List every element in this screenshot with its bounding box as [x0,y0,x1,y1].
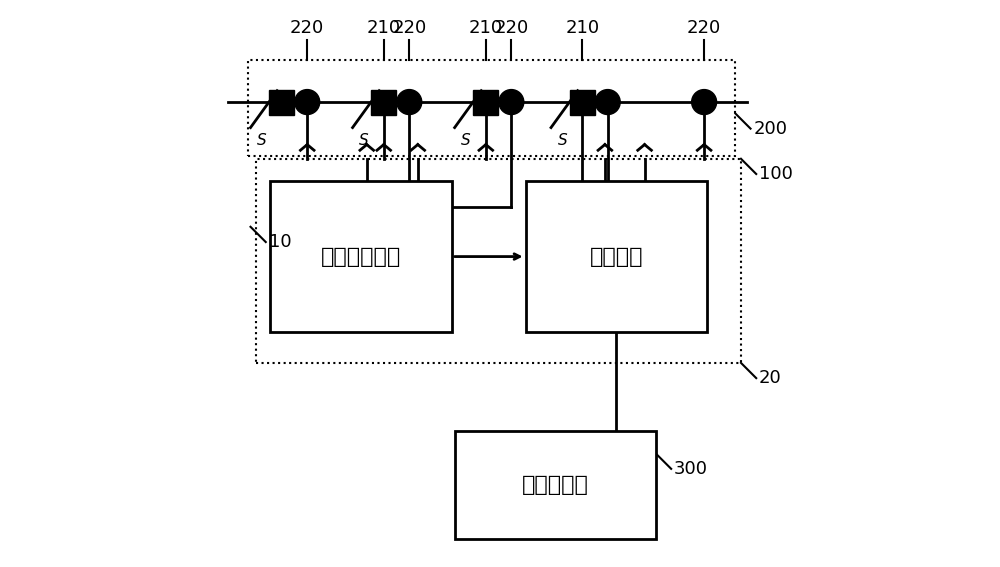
Text: S: S [359,133,369,148]
Circle shape [692,90,717,115]
Text: 210: 210 [367,19,401,37]
Bar [269,90,294,115]
Circle shape [595,90,620,115]
Bar [270,181,452,332]
Text: 信号发生单元: 信号发生单元 [321,247,401,266]
Bar [256,159,741,363]
Circle shape [295,90,320,115]
Text: 220: 220 [687,19,721,37]
Text: 210: 210 [565,19,599,37]
Bar [570,90,595,115]
Bar [455,431,656,539]
Text: 电梯控制器: 电梯控制器 [522,475,589,495]
Text: 210: 210 [469,19,503,37]
Text: 10: 10 [269,233,291,251]
Text: 220: 220 [392,19,426,37]
Text: 控制单元: 控制单元 [589,247,643,266]
Bar [526,181,707,332]
Text: 220: 220 [290,19,324,37]
Text: S: S [558,133,567,148]
Text: 220: 220 [494,19,528,37]
Bar [473,90,498,115]
Text: S: S [461,133,471,148]
Text: 300: 300 [674,460,708,478]
Bar [371,90,396,115]
Text: S: S [257,133,267,148]
Text: 200: 200 [753,120,787,138]
Circle shape [499,90,524,115]
Circle shape [397,90,422,115]
Bar [248,60,735,156]
Text: 100: 100 [759,165,793,183]
Text: 20: 20 [759,369,782,387]
